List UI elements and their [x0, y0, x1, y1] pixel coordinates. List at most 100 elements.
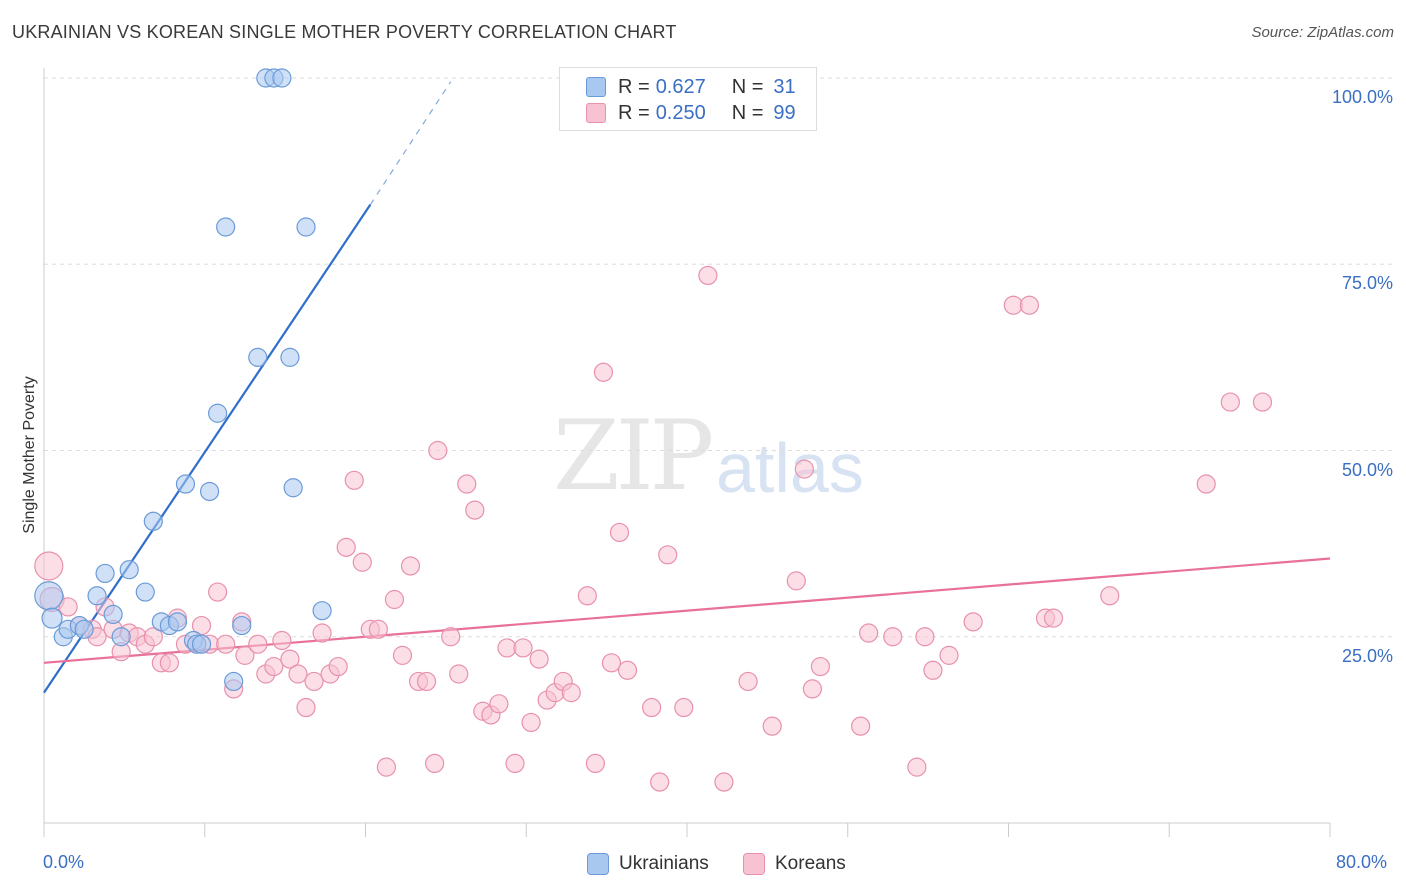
korean-point [272, 630, 292, 651]
koreans-legend-label: Koreans [775, 853, 846, 874]
ukrainian-point [74, 619, 94, 639]
data-points [34, 68, 1273, 792]
ukrainian-point [111, 627, 131, 647]
korean-point [915, 627, 935, 647]
korean-point [907, 757, 927, 777]
legend-row-ukrainians: R = 0.627 N = 31 [586, 74, 796, 100]
watermark-atlas: atlas [716, 429, 864, 507]
ukrainian-point [103, 604, 123, 625]
korean-point [883, 627, 903, 647]
korean-point [650, 772, 670, 792]
korean-point [312, 623, 332, 643]
korean-point [376, 757, 396, 777]
korean-point [384, 589, 405, 610]
korean-point [1220, 392, 1240, 412]
ukrainian-point [283, 478, 303, 498]
x-tick-label-max: 80.0% [1336, 852, 1388, 872]
korean-point [513, 638, 533, 658]
korean-point [296, 697, 316, 718]
koreans-swatch [586, 103, 606, 123]
korean-point [235, 645, 255, 665]
korean-point [1100, 586, 1120, 606]
korean-point [425, 753, 445, 774]
korean-point [738, 671, 758, 692]
korean-point [1252, 392, 1273, 412]
ukrainian-point [280, 347, 300, 367]
korean-point [34, 551, 64, 581]
korean-point [392, 645, 413, 665]
legend-item-ukrainians[interactable]: Ukrainians [587, 852, 709, 876]
korean-point [762, 716, 782, 736]
ukrainian-point [232, 615, 252, 636]
ukrainian-point [41, 607, 63, 629]
korean-point [585, 753, 605, 774]
korean-point [1003, 295, 1023, 315]
korean-point [465, 500, 485, 520]
korean-point [601, 653, 622, 673]
korean-point [216, 634, 236, 654]
ukrainian-point [312, 601, 332, 621]
source-credit: Source: ZipAtlas.com [1251, 24, 1394, 41]
korean-point [642, 697, 662, 718]
chart-title: UKRAINIAN VS KOREAN SINGLE MOTHER POVERT… [12, 22, 677, 42]
ukrainian-point [34, 581, 64, 611]
ukrainian-point [135, 582, 155, 602]
korean-point [143, 627, 163, 647]
axes [43, 68, 1331, 837]
korean-point [264, 656, 284, 677]
korean-point [58, 597, 78, 617]
y-tick-label: 25.0% [1341, 645, 1393, 666]
korean-point [609, 522, 630, 543]
korean-point [529, 649, 549, 669]
korean-point [449, 664, 469, 684]
koreans-legend-swatch [743, 853, 765, 875]
r-label: R = [618, 75, 650, 98]
ukrainian-point [272, 68, 292, 88]
korean-point [368, 619, 388, 639]
r-value: 0.627 [655, 75, 706, 98]
korean-point [617, 660, 638, 680]
korean-point [344, 470, 364, 490]
ukrainian-point [175, 474, 196, 494]
korean-point [352, 552, 372, 572]
n-label: N = [731, 75, 764, 98]
y-tick-label: 100.0% [1331, 87, 1393, 107]
n-label: N = [731, 101, 764, 124]
ukrainian-point [87, 586, 107, 606]
korean-point [963, 612, 983, 632]
ukrainian-point [199, 481, 220, 502]
korean-point [416, 671, 437, 692]
korean-point [674, 697, 694, 718]
y-axis-label: Single Mother Poverty [21, 376, 38, 534]
korean-point [497, 638, 517, 658]
watermark-zip: ZIP [553, 400, 714, 512]
korean-point [191, 615, 212, 636]
ukrainians-trendline-extension [369, 81, 452, 205]
korean-point [561, 683, 581, 703]
legend-row-koreans: R = 0.250 N = 99 [586, 100, 796, 126]
korean-point [923, 660, 943, 680]
ukrainians-legend-label: Ukrainians [619, 853, 709, 874]
ukrainian-point [208, 403, 228, 423]
ukrainians-legend-swatch [587, 853, 609, 875]
korean-point [577, 586, 597, 606]
korean-point [304, 671, 324, 692]
ukrainian-point [95, 563, 115, 584]
korean-point [248, 634, 268, 654]
korean-point [159, 653, 179, 673]
legend-item-koreans[interactable]: Koreans [743, 852, 846, 876]
korean-point [441, 627, 461, 647]
n-value: 31 [773, 75, 796, 98]
korean-point [1196, 474, 1216, 494]
korean-point [457, 474, 477, 494]
korean-point [939, 645, 959, 665]
grid-lines [44, 77, 1395, 638]
stats-legend: R = 0.627 N = 31 R = 0.250 N = 99 [559, 67, 817, 131]
ukrainian-point [224, 671, 244, 692]
korean-point [428, 440, 448, 461]
korean-point [336, 537, 356, 557]
korean-point [698, 265, 718, 286]
korean-point [802, 679, 822, 699]
korean-point [786, 571, 806, 591]
